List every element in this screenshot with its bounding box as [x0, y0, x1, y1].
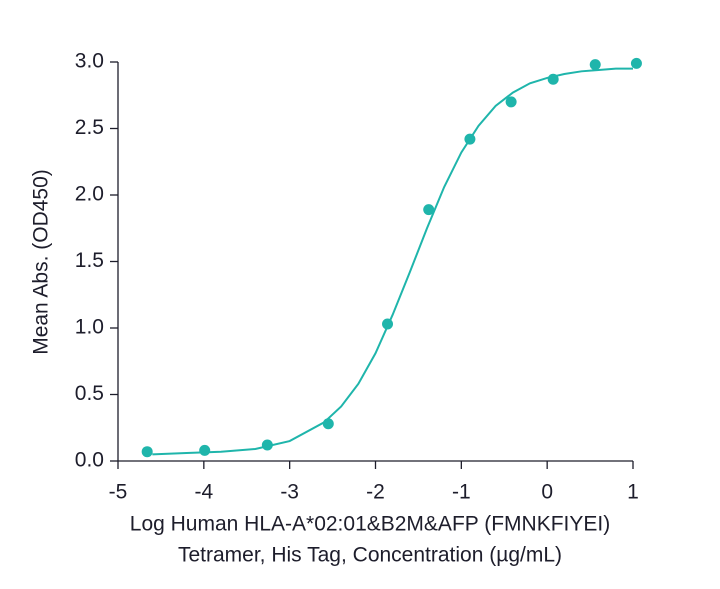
x-tick-label: 0	[541, 481, 553, 504]
x-tick-label: -3	[280, 481, 299, 504]
y-tick-label: 1.0	[75, 316, 104, 339]
data-point	[423, 204, 435, 216]
y-tick-label: 2.0	[75, 183, 104, 206]
y-axis-label: Mean Abs. (OD450)	[30, 169, 53, 355]
y-tick-label: 1.5	[75, 249, 104, 272]
x-axis-label: Log Human HLA-A*02:01&B2M&AFP (FMNKFIYEI…	[130, 513, 610, 536]
x-tick-label: -2	[366, 481, 385, 504]
x-tick-label: -1	[452, 481, 471, 504]
x-tick-label: -4	[194, 481, 213, 504]
x-tick-label: -5	[109, 481, 128, 504]
data-point	[630, 57, 642, 69]
data-point	[505, 96, 517, 108]
fit-curve	[152, 67, 633, 456]
x-tick-label: 1	[627, 481, 639, 504]
x-axis-label: Tetramer, His Tag, Concentration (µg/mL)	[178, 544, 562, 567]
data-point	[141, 446, 153, 458]
y-tick-label: 0.0	[75, 449, 104, 472]
y-tick-label: 0.5	[75, 382, 104, 405]
data-point	[322, 418, 334, 430]
data-point	[589, 59, 601, 71]
y-tick-label: 3.0	[75, 50, 104, 73]
y-tick-label: 2.5	[75, 116, 104, 139]
data-point	[199, 444, 211, 456]
